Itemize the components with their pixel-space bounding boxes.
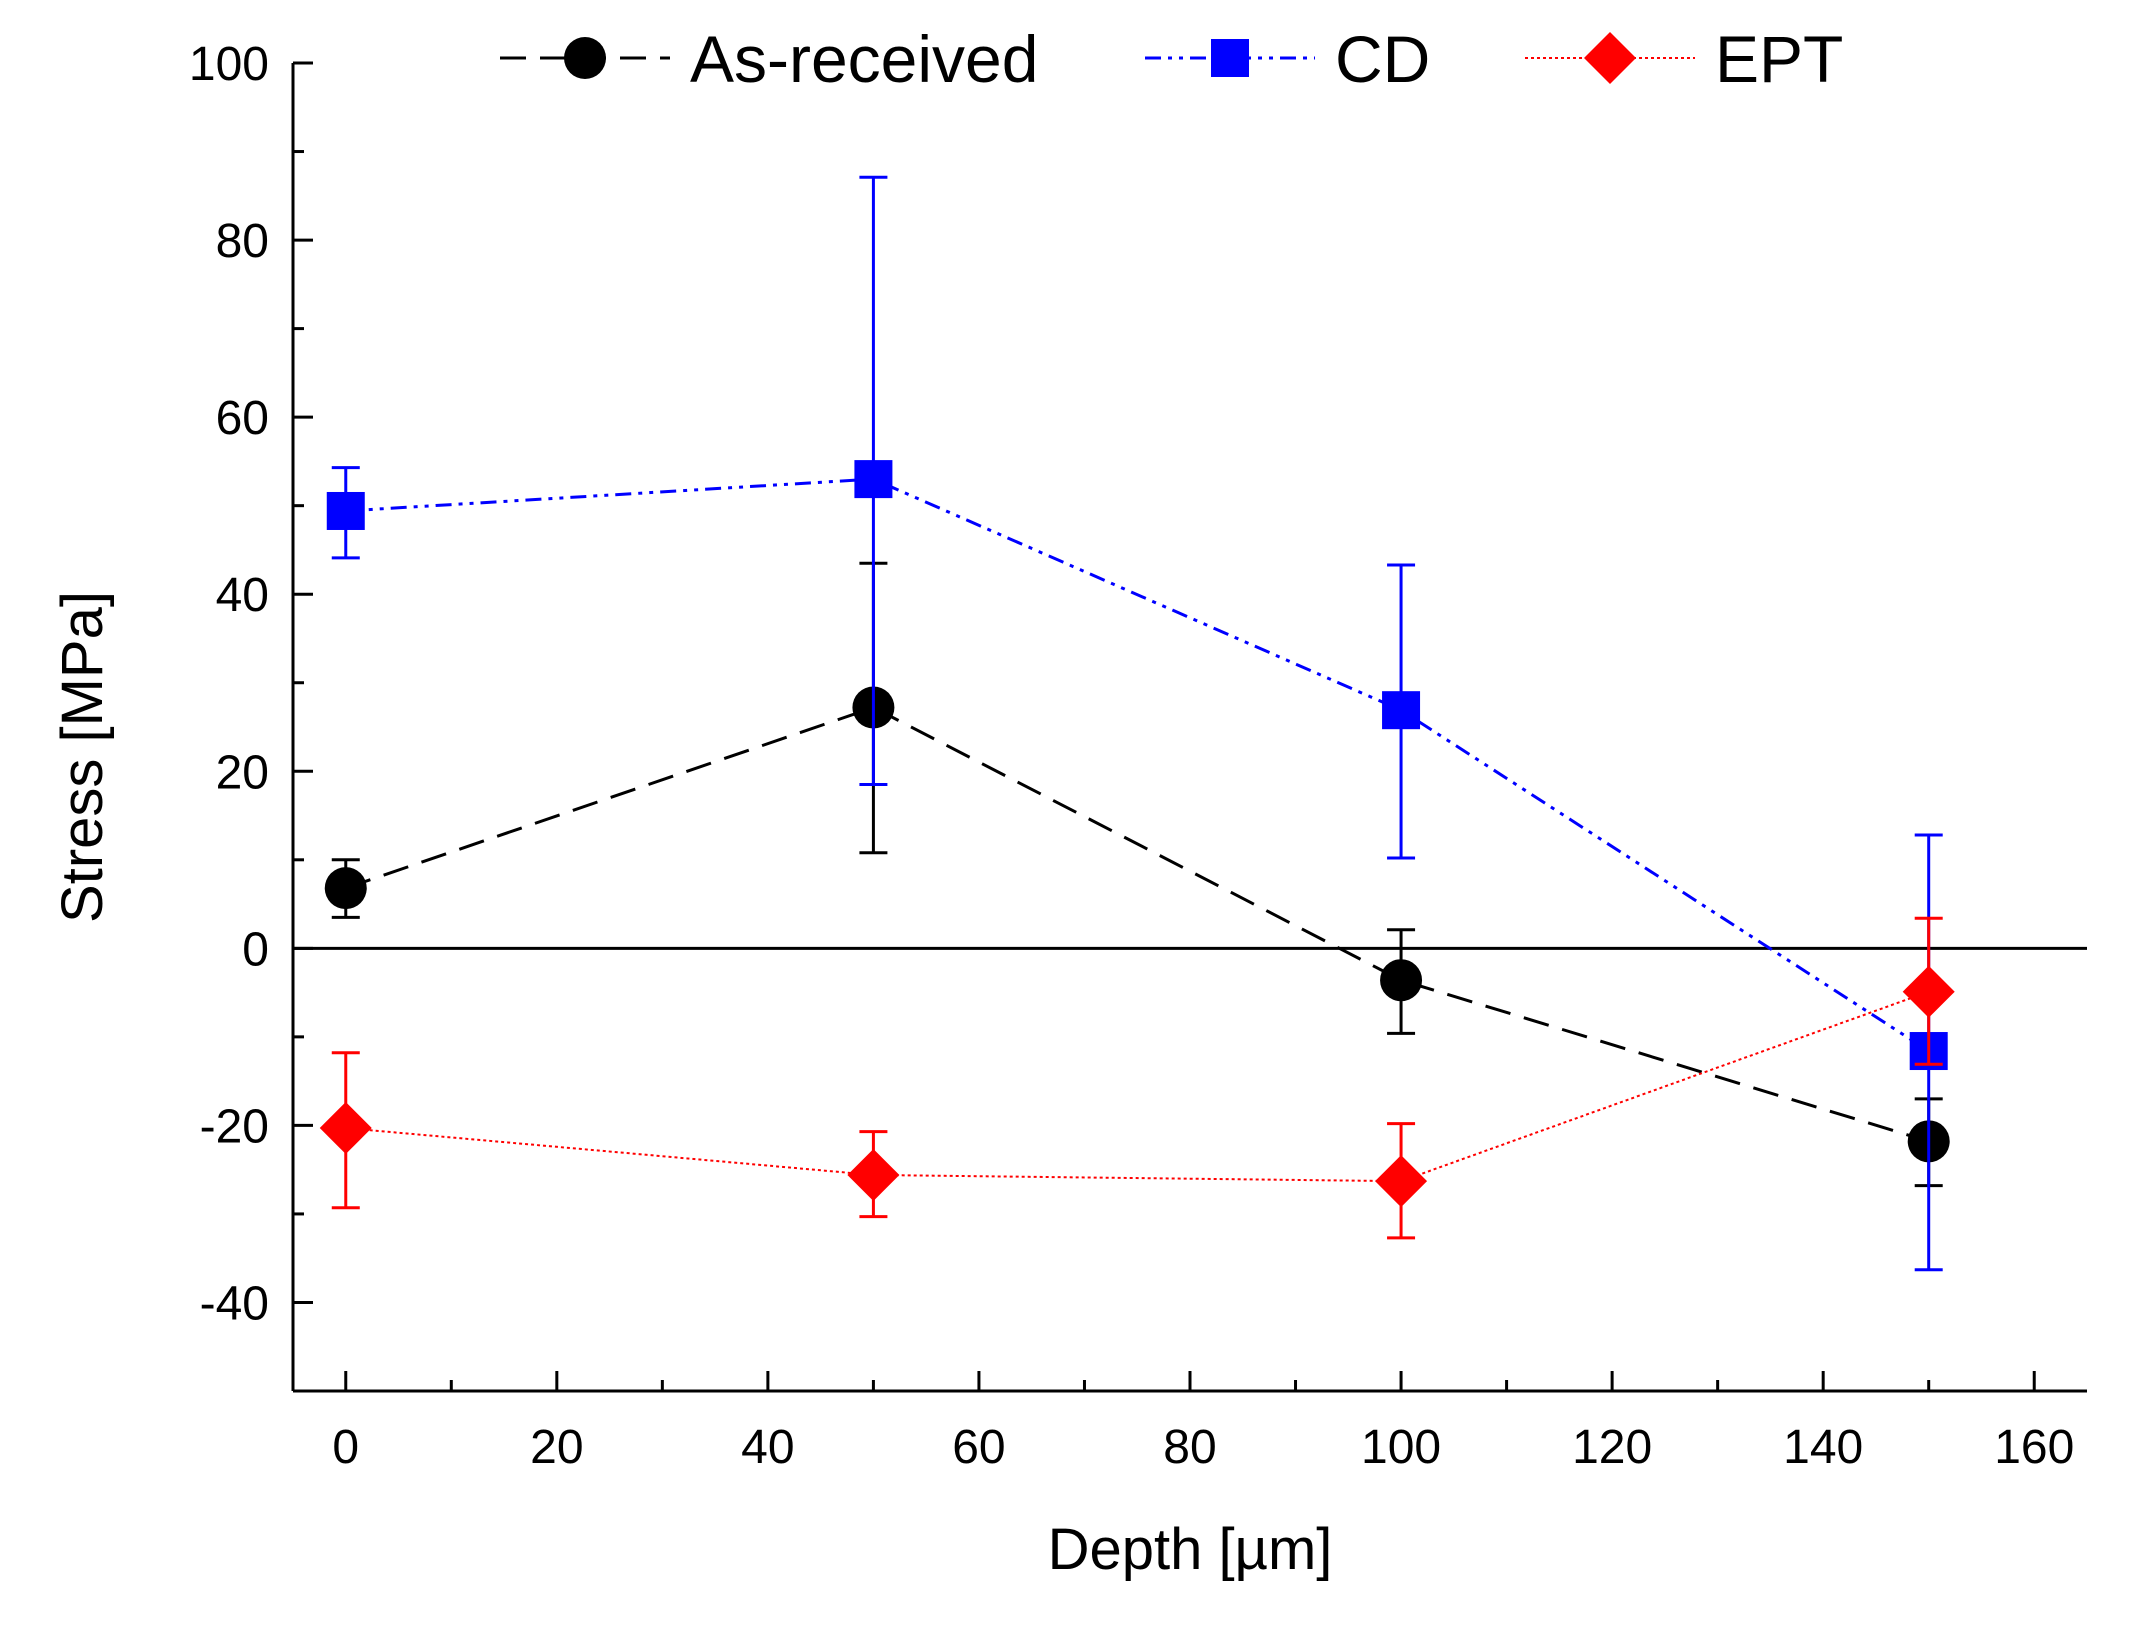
series-ept: [319, 916, 1955, 1240]
x-tick-label: 60: [952, 1421, 1005, 1474]
data-point-cd: [326, 491, 365, 530]
y-tick-label: 40: [216, 569, 269, 622]
x-axis-title: Depth [µm]: [1048, 1517, 1333, 1582]
axis-ticks: [293, 61, 2036, 1393]
y-tick-label: 0: [242, 923, 269, 976]
y-tick-label: 80: [216, 215, 269, 268]
x-tick-label: 100: [1361, 1421, 1441, 1474]
y-tick-label: 60: [216, 392, 269, 445]
legend-marker: [1211, 39, 1249, 77]
legend-label: CD: [1335, 22, 1430, 96]
data-point-ept: [1902, 965, 1955, 1018]
legend-label: As-received: [690, 22, 1038, 96]
data-point-ept: [319, 1102, 372, 1155]
data-point-ept: [1375, 1155, 1428, 1208]
tick-labels: 0 20 40 60 80 100 120 140 160 -40 -20 0 20 40 60 80 100: [189, 38, 2074, 1474]
data-point-cd: [1382, 691, 1421, 730]
legend-item-cd: CD: [1145, 22, 1430, 96]
legend: As-received CD EPT: [500, 22, 1843, 96]
data-point-ept: [847, 1148, 900, 1201]
x-tick-label: 20: [530, 1421, 583, 1474]
series-group: [319, 175, 1955, 1272]
y-tick-label: 20: [216, 746, 269, 799]
legend-item-as-received: As-received: [500, 22, 1038, 96]
x-tick-label: 40: [741, 1421, 794, 1474]
y-tick-label: -20: [200, 1100, 269, 1153]
data-point-as-received: [324, 867, 367, 910]
series-line-cd: [345, 477, 1930, 1053]
series-line-as-received: [345, 705, 1930, 1143]
legend-marker: [1584, 32, 1636, 84]
legend-marker: [564, 37, 606, 79]
data-point-as-received: [1380, 959, 1423, 1002]
y-tick-label: -40: [200, 1277, 269, 1330]
x-tick-label: 120: [1572, 1421, 1652, 1474]
x-tick-label: 80: [1163, 1421, 1216, 1474]
legend-label: EPT: [1715, 22, 1843, 96]
x-tick-label: 160: [1994, 1421, 2074, 1474]
x-tick-label: 0: [332, 1421, 359, 1474]
y-tick-label: 100: [189, 38, 269, 91]
y-axis-title: Stress [MPa]: [50, 591, 115, 923]
legend-item-ept: EPT: [1525, 22, 1843, 96]
series-line-ept: [345, 990, 1930, 1183]
x-tick-label: 140: [1783, 1421, 1863, 1474]
data-point-cd: [854, 460, 893, 499]
